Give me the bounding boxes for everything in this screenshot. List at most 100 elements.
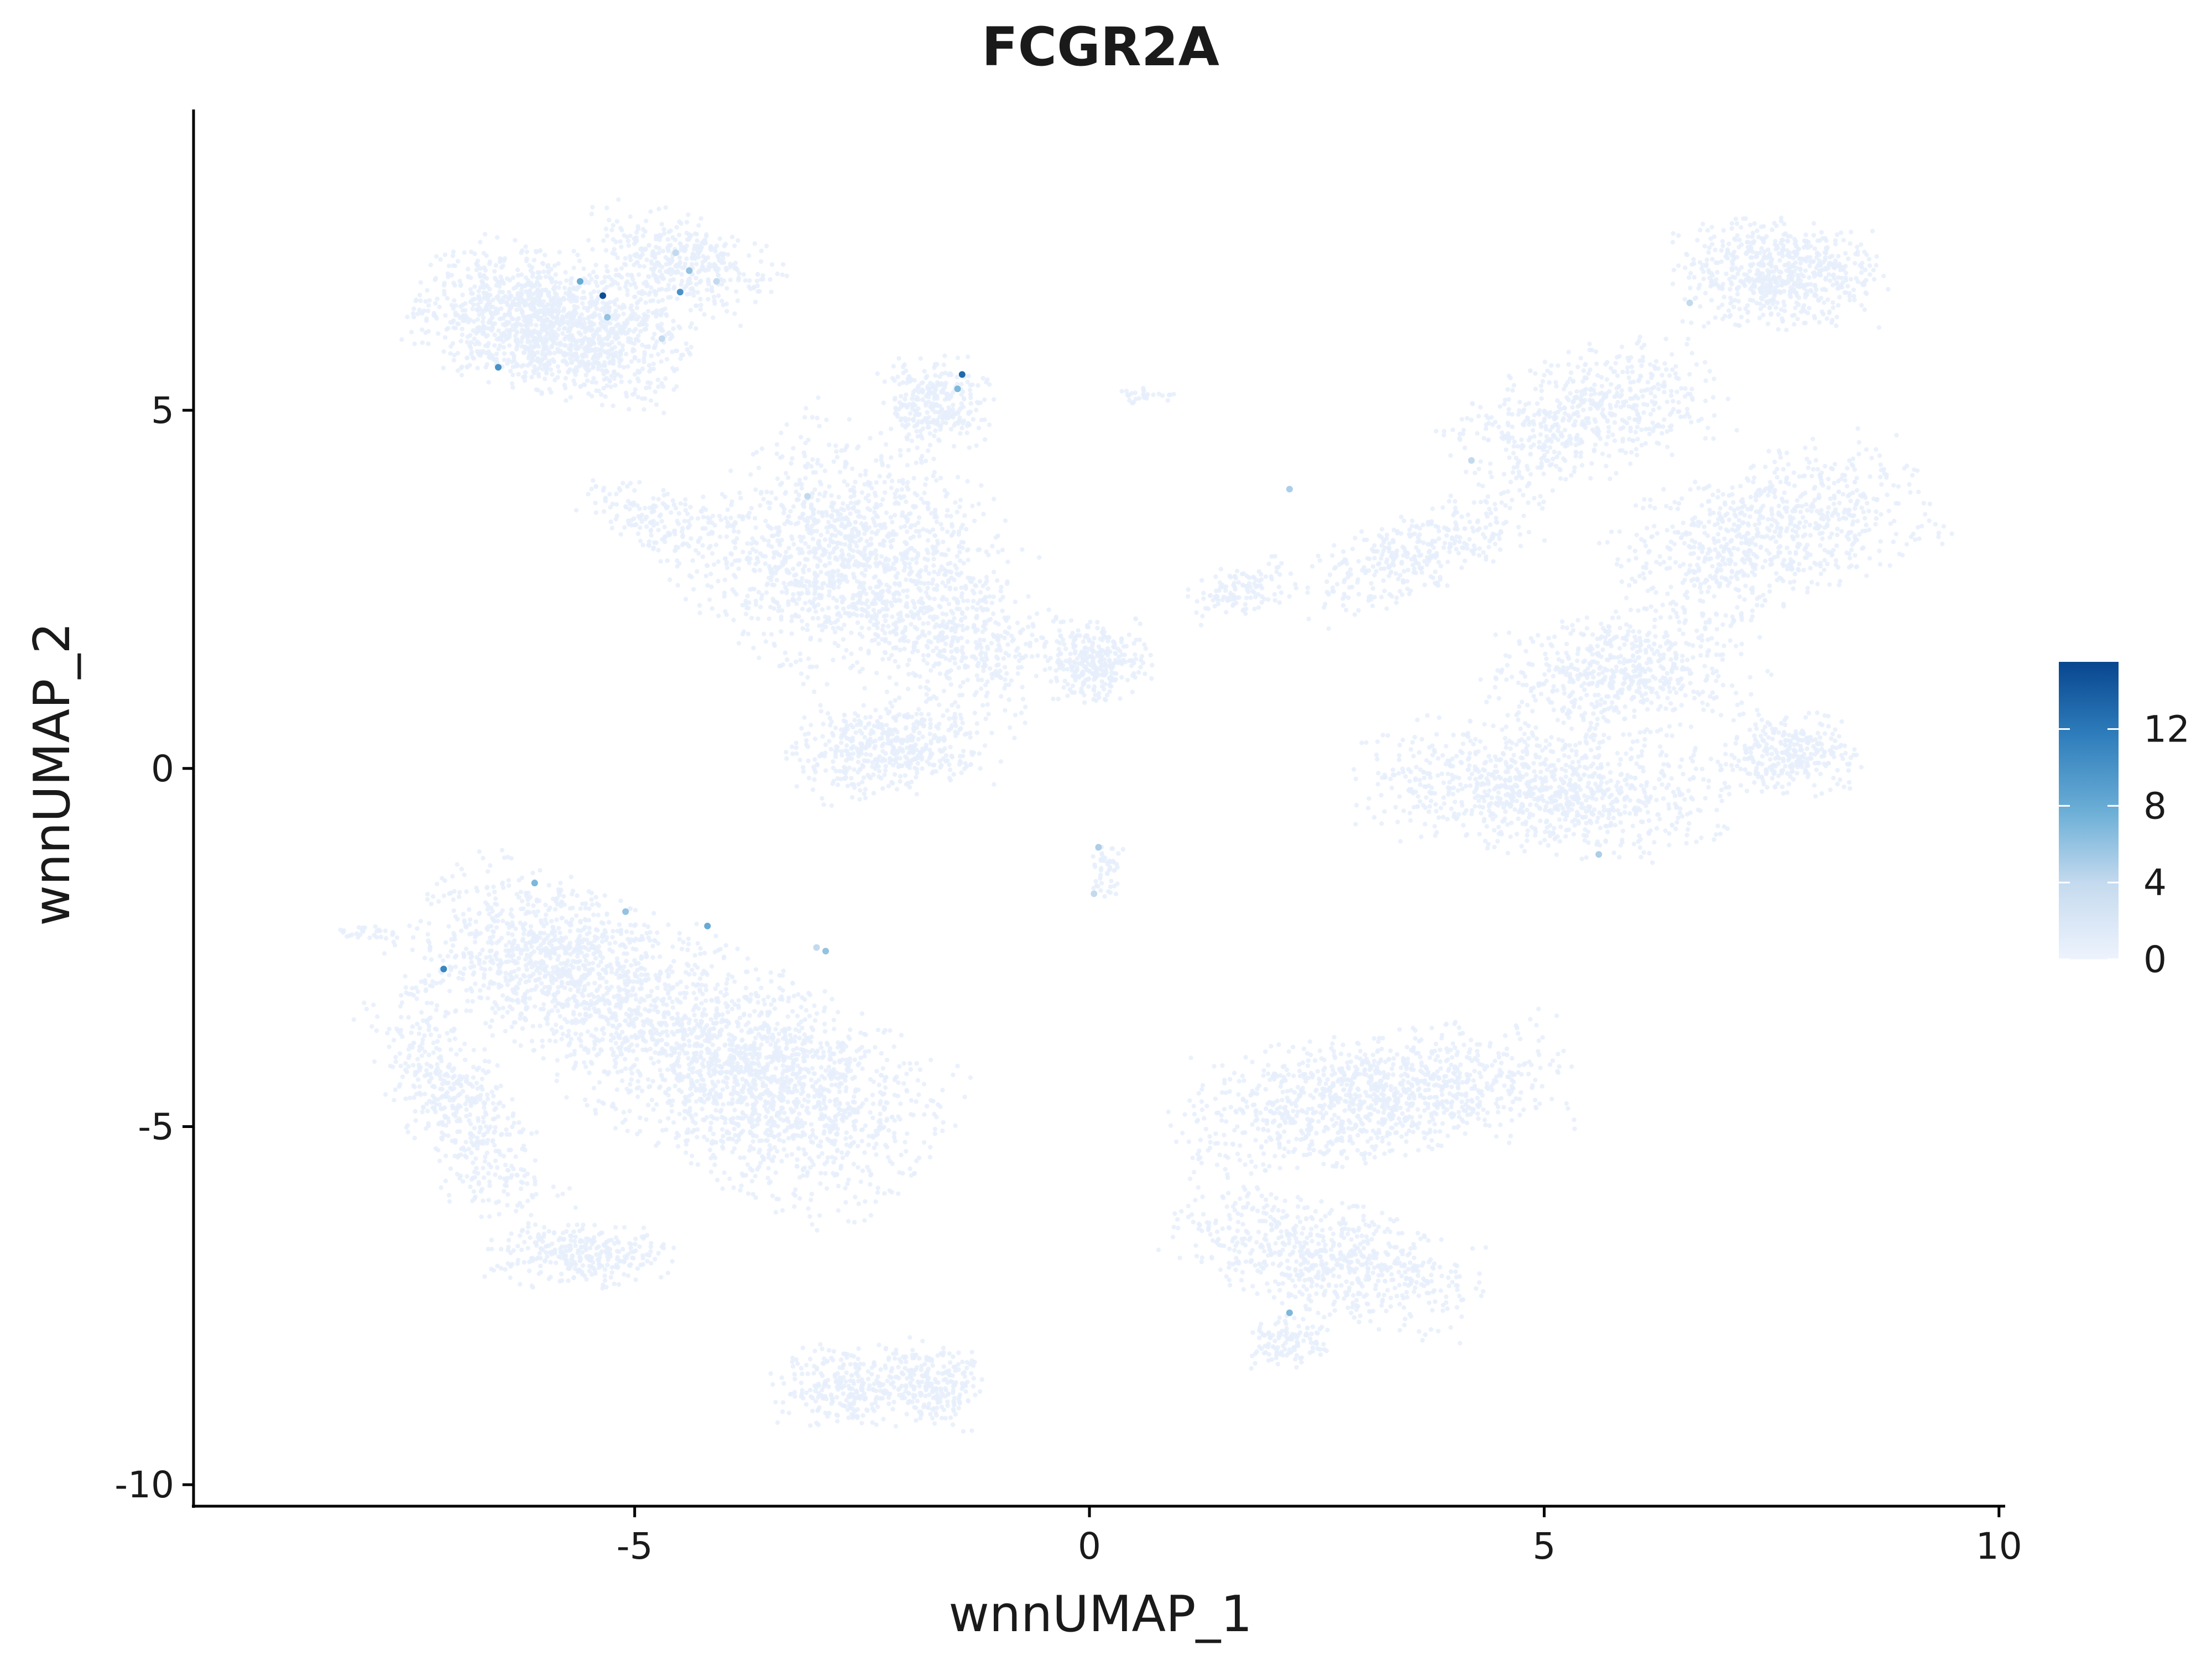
cell-point (507, 290, 511, 294)
cell-point (660, 519, 664, 523)
cell-point (978, 590, 983, 594)
cell-point (447, 264, 451, 268)
cell-point (920, 757, 924, 761)
cell-point (666, 287, 671, 291)
cell-point (507, 320, 511, 325)
cell-point (926, 538, 930, 542)
cell-point (981, 512, 985, 516)
cell-point (753, 241, 757, 246)
cell-point (724, 286, 729, 290)
cell-point (813, 609, 818, 614)
cell-point (632, 516, 636, 521)
cell-point (544, 371, 549, 375)
cell-point (931, 577, 935, 582)
cell-point (953, 712, 957, 716)
cell-point (564, 398, 568, 403)
cell-point (894, 532, 899, 536)
cell-point (874, 671, 879, 675)
cell-point (786, 602, 790, 607)
cell-point (713, 249, 717, 253)
cell-point (789, 581, 793, 585)
cell-point (683, 502, 687, 506)
cell-point (870, 760, 875, 765)
cell-point (733, 546, 737, 550)
cell-point (920, 420, 924, 425)
cell-point (959, 617, 963, 621)
cell-point (679, 353, 684, 357)
cell-point (856, 444, 860, 448)
cell-point (622, 305, 627, 309)
cell-point (865, 740, 870, 744)
cell-point (842, 448, 847, 452)
cell-point (666, 283, 671, 287)
cell-point (525, 257, 529, 261)
cell-point (882, 599, 886, 604)
cell-point (954, 375, 959, 379)
cell-point (1098, 888, 1103, 892)
cell-point (603, 499, 608, 503)
cell-point (656, 299, 661, 304)
cell-point (776, 525, 781, 530)
cell-point (568, 333, 572, 338)
cell-point (859, 521, 864, 526)
cell-point (936, 639, 941, 643)
cell-point (957, 419, 962, 423)
cell-point (898, 756, 902, 760)
cell-point (719, 251, 723, 255)
cell-point (925, 645, 930, 650)
cell-point (961, 749, 966, 753)
cell-point (643, 229, 648, 234)
cell-point (434, 276, 438, 280)
cell-point (1142, 671, 1147, 676)
cell-point (829, 747, 833, 751)
cell-point (724, 534, 729, 539)
cell-point (726, 508, 730, 512)
cell-point (925, 679, 930, 683)
cell-point (822, 552, 827, 556)
cell-point (918, 685, 922, 690)
cell-point (487, 293, 491, 297)
cell-point (534, 249, 538, 253)
cell-point (433, 301, 437, 305)
cell-point (898, 779, 902, 784)
cell-point (837, 517, 842, 521)
cell-point (824, 525, 828, 530)
cell-point (492, 343, 497, 348)
cell-point (832, 519, 837, 523)
cell-point (1099, 881, 1104, 885)
cell-point (933, 661, 938, 666)
cell-point (613, 332, 618, 336)
cell-point (594, 484, 598, 488)
cell-point (1056, 647, 1061, 651)
cell-point (798, 658, 802, 662)
cell-point (746, 631, 750, 636)
cell-point (821, 734, 825, 739)
cell-point (1017, 659, 1021, 663)
cell-point (924, 400, 928, 405)
cell-point (706, 520, 711, 525)
cell-point (914, 725, 919, 730)
cell-point (911, 401, 915, 406)
cell-point (916, 737, 921, 741)
cell-point (693, 231, 697, 236)
cell-point (572, 338, 577, 343)
cell-point (1009, 678, 1014, 683)
cell-point (796, 562, 801, 567)
cell-point (982, 638, 986, 643)
cell-point (659, 311, 664, 315)
cell-point (659, 559, 663, 563)
cell-point (949, 649, 953, 654)
cell-point (975, 400, 979, 404)
cell-point (807, 568, 811, 572)
cell-point (1003, 708, 1007, 712)
cell-point (769, 490, 774, 495)
cell-point (1092, 687, 1096, 692)
cell-point (552, 378, 557, 382)
cell-point (833, 725, 838, 730)
cell-point (844, 758, 848, 762)
cell-point (1044, 640, 1048, 644)
cell-point (611, 237, 615, 242)
cell-point (1075, 656, 1079, 661)
cell-point (589, 394, 594, 398)
cell-point (755, 284, 760, 288)
